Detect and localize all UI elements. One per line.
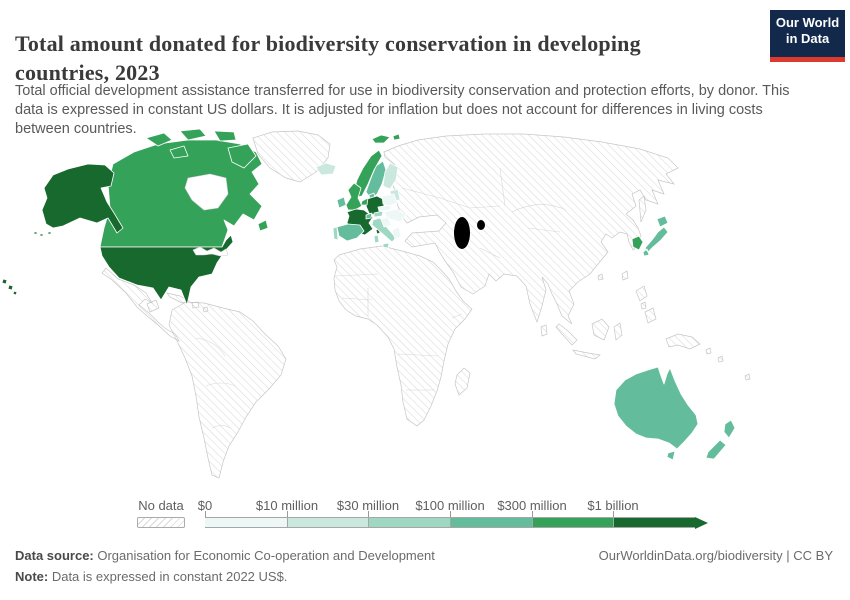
region-africa-no-data bbox=[333, 245, 473, 427]
region-benelux bbox=[360, 197, 369, 206]
legend-bucket-0-10m[interactable] bbox=[205, 517, 287, 528]
region-sardinia bbox=[373, 234, 380, 244]
legend-bucket-30-100m[interactable] bbox=[368, 517, 450, 528]
region-united-kingdom bbox=[345, 182, 363, 211]
region-svalbard bbox=[371, 133, 401, 144]
region-australia bbox=[613, 366, 699, 450]
region-spain bbox=[336, 223, 365, 242]
legend-no-data-swatch[interactable] bbox=[137, 517, 185, 528]
aral-sea bbox=[477, 220, 485, 230]
owid-logo[interactable]: Our World in Data bbox=[770, 10, 845, 62]
region-canada bbox=[99, 139, 263, 248]
legend-tick-label-1: $10 million bbox=[255, 498, 319, 513]
region-hungary-romania bbox=[383, 208, 407, 223]
region-greenland-no-data bbox=[252, 130, 331, 183]
note-label: Note: bbox=[15, 569, 49, 584]
chart-subtitle: Total official development assistance tr… bbox=[15, 83, 790, 137]
region-newfoundland bbox=[257, 219, 269, 232]
logo-line-1: Our World bbox=[775, 15, 840, 30]
region-poland bbox=[381, 193, 398, 207]
data-source-label: Data source: bbox=[15, 548, 94, 563]
region-austria bbox=[373, 210, 384, 218]
legend-tick-label-4: $300 million bbox=[497, 498, 567, 513]
legend-bucket-10-30m[interactable] bbox=[287, 517, 368, 528]
region-south-korea bbox=[631, 235, 644, 251]
region-portugal bbox=[332, 226, 339, 241]
data-source-text: Organisation for Economic Co-operation a… bbox=[93, 548, 435, 563]
legend-tick-label-0: $0 bbox=[197, 498, 213, 513]
legend-tick bbox=[368, 511, 369, 517]
map-regions-no-data[interactable] bbox=[101, 130, 751, 479]
region-ireland bbox=[336, 196, 347, 209]
region-finland bbox=[382, 162, 399, 190]
legend-tick bbox=[532, 511, 533, 517]
region-alaska bbox=[33, 163, 124, 237]
region-greece bbox=[391, 226, 402, 240]
region-se-asia-no-data bbox=[540, 270, 657, 360]
legend-tick bbox=[287, 511, 288, 517]
credit-link[interactable]: OurWorldinData.org/biodiversity | CC BY bbox=[599, 548, 833, 563]
legend-tick bbox=[205, 511, 206, 517]
legend-tick bbox=[450, 511, 451, 517]
region-balkans bbox=[380, 216, 392, 228]
page-title: Total amount donated for biodiversity co… bbox=[15, 29, 760, 87]
legend-bucket-1b-plus[interactable] bbox=[613, 517, 695, 528]
world-choropleth-map[interactable] bbox=[0, 128, 850, 490]
region-hawaii bbox=[1, 278, 18, 296]
region-mexico-no-data bbox=[101, 267, 180, 342]
region-iceland bbox=[315, 162, 337, 176]
region-south-america-no-data bbox=[168, 301, 287, 479]
region-new-zealand bbox=[705, 419, 736, 460]
data-source-line: Data source: Organisation for Economic C… bbox=[15, 548, 435, 563]
title-line-1: Total amount donated for biodiversity co… bbox=[15, 30, 641, 56]
region-czech-slovakia bbox=[377, 204, 392, 212]
region-eurasia-no-data bbox=[383, 133, 679, 325]
legend-tick bbox=[613, 511, 614, 517]
legend-tick-label-3: $100 million bbox=[415, 498, 485, 513]
region-norway bbox=[352, 149, 383, 198]
region-new-guinea-no-data bbox=[665, 333, 751, 381]
map-internal-borders bbox=[195, 167, 567, 429]
region-tasmania bbox=[666, 450, 676, 461]
note-text: Data is expressed in constant 2022 US$. bbox=[48, 569, 288, 584]
great-lakes bbox=[192, 246, 229, 257]
credit-text[interactable]: OurWorldinData.org/biodiversity | CC BY bbox=[598, 548, 833, 563]
legend-tick-label-2: $30 million bbox=[336, 498, 400, 513]
legend-bucket-300m-1b[interactable] bbox=[532, 517, 613, 528]
note-line: Note: Data is expressed in constant 2022… bbox=[15, 569, 287, 584]
region-sakhalin-no-data bbox=[638, 195, 647, 223]
map-water-bodies bbox=[184, 173, 485, 257]
title-line-2: countries, 2023 bbox=[15, 59, 160, 85]
legend-no-data-label: No data bbox=[138, 498, 184, 513]
legend-bucket-100-300m[interactable] bbox=[450, 517, 532, 528]
region-switzerland bbox=[365, 212, 373, 220]
region-madagascar-no-data bbox=[454, 367, 471, 396]
logo-line-2: in Data bbox=[785, 31, 830, 46]
hudson-bay bbox=[184, 173, 229, 211]
legend-arrow bbox=[695, 516, 708, 529]
caspian-sea bbox=[454, 217, 470, 249]
legend-tick-label-5: $1 billion bbox=[587, 498, 639, 513]
region-japan bbox=[642, 215, 669, 257]
region-canada-arctic bbox=[145, 128, 257, 169]
